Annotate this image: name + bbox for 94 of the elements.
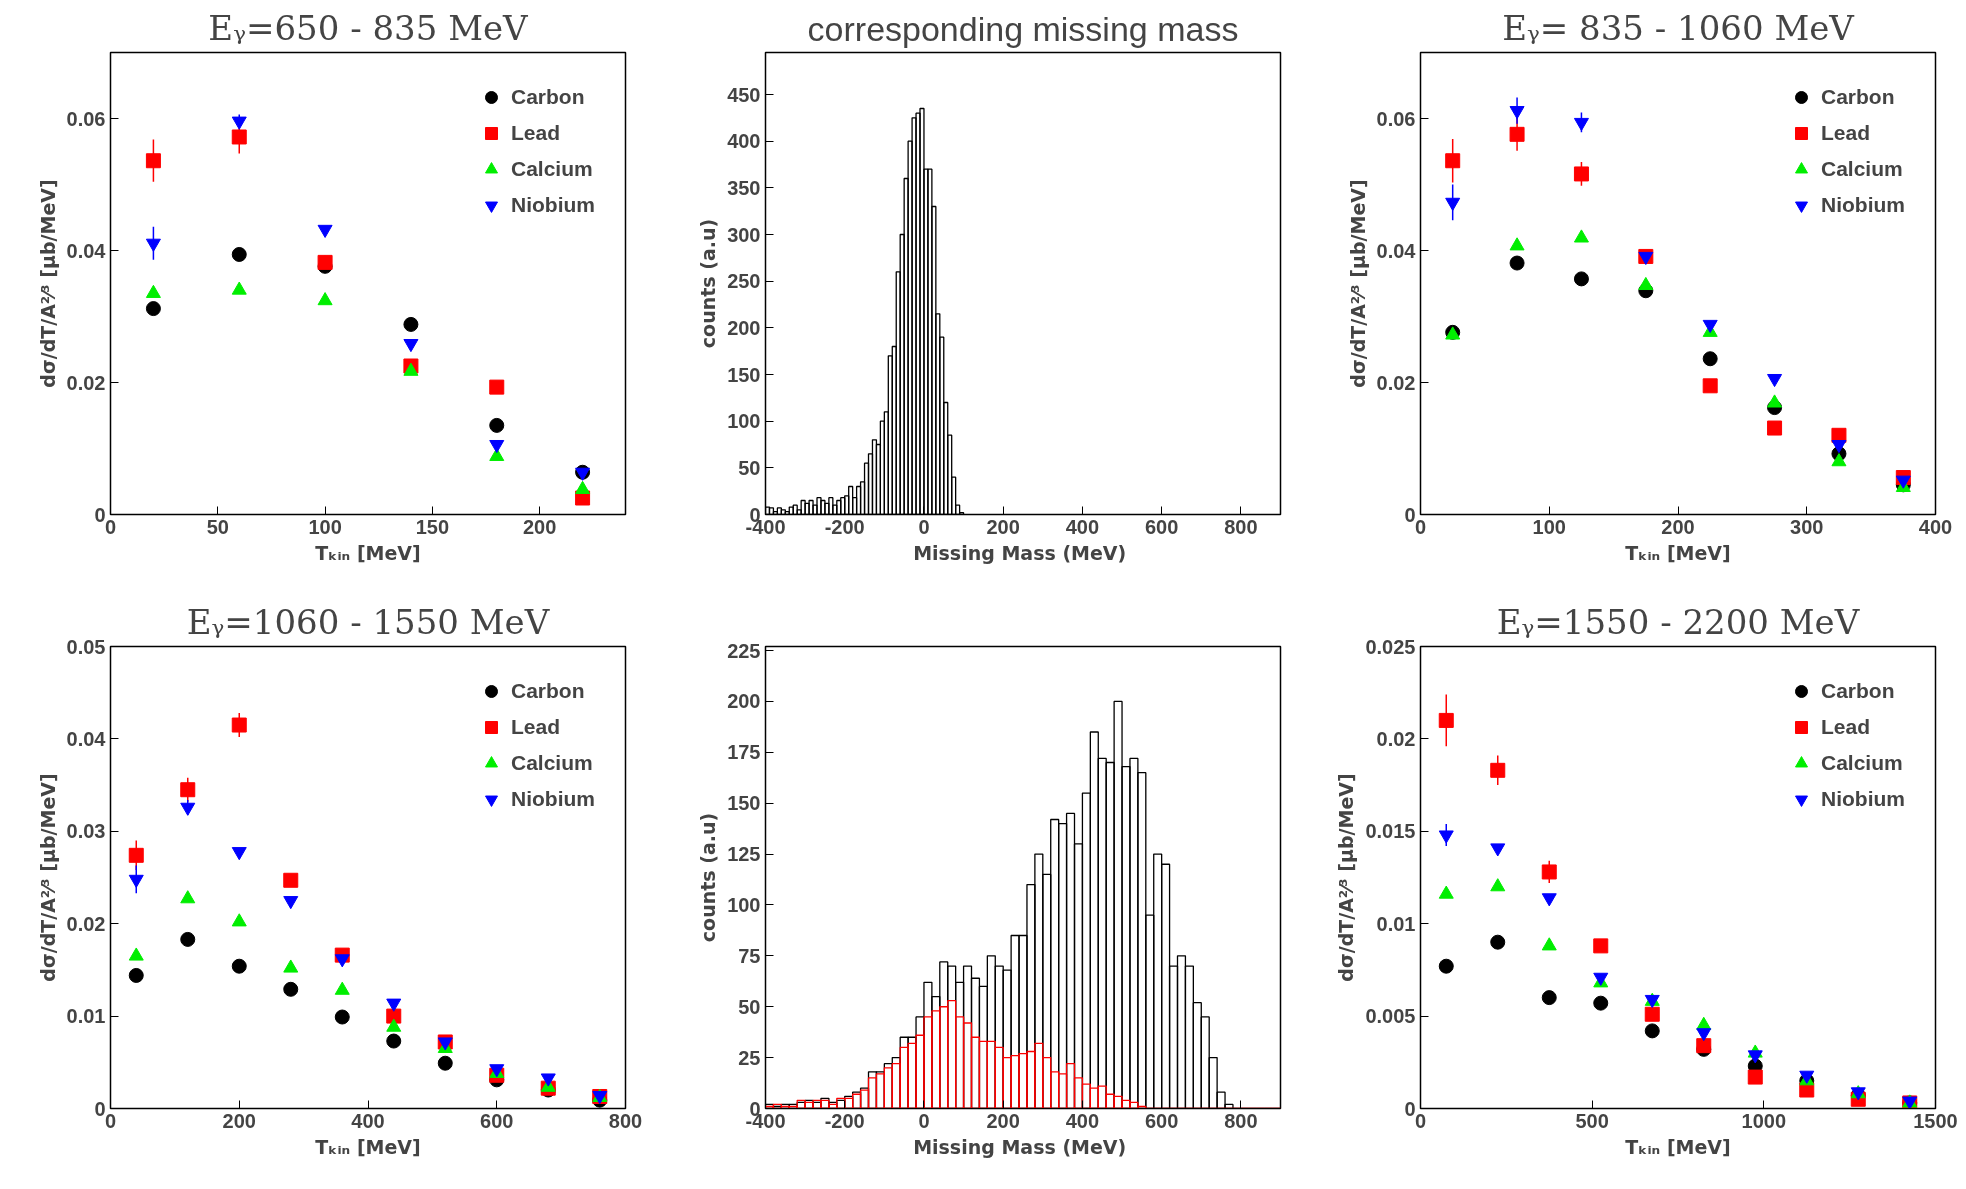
x-tick-label: 200: [1661, 515, 1695, 538]
y-tick-label: 0.025: [1365, 635, 1416, 658]
y-tick-label: 50: [738, 995, 761, 1018]
x-tick-label: 200: [986, 515, 1020, 538]
legend-label: Lead: [1821, 121, 1871, 145]
y-axis-title: dσ/dT/A²⁄³ [μb/MeV]: [36, 773, 59, 982]
y-tick-label: 0.02: [1376, 727, 1416, 750]
x-tick-label: 100: [1532, 515, 1566, 538]
y-tick-label: 75: [738, 944, 761, 967]
y-tick-label: 0.015: [1365, 820, 1416, 843]
legend-label: Lead: [511, 121, 561, 145]
y-tick-label: 0.06: [66, 107, 106, 130]
x-axis-title: Missing Mass (MeV): [913, 1135, 1127, 1158]
x-tick-label: 500: [1575, 1109, 1609, 1132]
y-axis-title: counts (a.u): [697, 812, 720, 943]
x-tick-label: 400: [1065, 515, 1100, 538]
x-tick-label: 800: [1224, 515, 1258, 538]
legend-label: Carbon: [1821, 85, 1895, 109]
legend-label: Carbon: [511, 679, 585, 703]
x-tick-label: 800: [608, 1109, 643, 1132]
chart-title: Eᵧ= 835 - 1060 MeV: [1502, 7, 1856, 48]
y-tick-label: 225: [727, 639, 761, 662]
y-tick-label: 100: [727, 893, 761, 916]
legend-label: Calcium: [1821, 751, 1903, 775]
x-axis-title: Tₖᵢₙ [MeV]: [1625, 1135, 1731, 1158]
y-tick-label: 0.005: [1365, 1005, 1416, 1028]
x-tick-label: 200: [222, 1109, 256, 1132]
chart-title: Eᵧ=1060 - 1550 MeV: [186, 601, 551, 642]
x-tick-label: 400: [1065, 1109, 1100, 1132]
x-axis-title: Tₖᵢₙ [MeV]: [315, 1135, 421, 1158]
y-tick-label: 150: [727, 363, 761, 386]
y-tick-label: 0.04: [1376, 239, 1417, 262]
x-tick-label: 1500: [1913, 1109, 1958, 1132]
x-tick-label: 0: [918, 515, 930, 538]
x-tick-label: 150: [415, 515, 450, 538]
x-tick-label: 400: [1918, 515, 1953, 538]
y-tick-label: 0.02: [66, 912, 106, 935]
y-tick-label: 25: [738, 1046, 761, 1069]
y-tick-label: 300: [727, 223, 761, 246]
y-tick-label: 250: [727, 270, 761, 293]
y-tick-label: 100: [727, 410, 761, 433]
chart-title: corresponding missing mass: [807, 9, 1239, 48]
x-axis-title: Tₖᵢₙ [MeV]: [1625, 541, 1731, 564]
legend-label: Lead: [1821, 715, 1871, 739]
x-tick-label: 200: [986, 1109, 1020, 1132]
y-tick-label: 0.02: [66, 371, 106, 394]
x-tick-label: 400: [351, 1109, 385, 1132]
y-tick-label: 200: [727, 316, 761, 339]
legend-label: Calcium: [1821, 157, 1903, 181]
x-tick-label: 0: [918, 1109, 930, 1132]
y-tick-label: 50: [738, 456, 761, 479]
x-tick-label: 600: [1144, 515, 1179, 538]
y-tick-label: 175: [727, 741, 761, 764]
legend-label: Lead: [511, 715, 561, 739]
y-tick-label: 200: [727, 690, 761, 713]
x-tick-label: -200: [824, 515, 865, 538]
x-tick-label: 200: [522, 515, 557, 538]
x-tick-label: 600: [480, 1109, 514, 1132]
x-tick-label: 50: [206, 515, 229, 538]
chart-title: Eᵧ=650 - 835 MeV: [208, 7, 530, 48]
x-tick-label: 600: [1144, 1109, 1179, 1132]
y-tick-label: 125: [727, 843, 761, 866]
x-tick-label: 1000: [1741, 1109, 1787, 1132]
y-tick-label: 0.02: [1376, 371, 1416, 394]
y-axis-title: counts (a.u): [697, 218, 720, 349]
y-tick-label: 0.04: [66, 727, 107, 750]
x-tick-label: -200: [824, 1109, 865, 1132]
legend-label: Calcium: [511, 157, 593, 181]
y-tick-label: 0.03: [66, 820, 106, 843]
x-tick-label: 100: [308, 515, 342, 538]
x-axis-title: Missing Mass (MeV): [913, 541, 1127, 564]
legend-label: Niobium: [1821, 787, 1905, 811]
y-tick-label: 400: [727, 130, 761, 153]
legend-label: Calcium: [511, 751, 593, 775]
chart-title: Eᵧ=1550 - 2200 MeV: [1496, 601, 1861, 642]
y-tick-label: 150: [727, 792, 761, 815]
legend-label: Niobium: [511, 787, 595, 811]
legend-label: Carbon: [1821, 679, 1895, 703]
x-axis-title: Tₖᵢₙ [MeV]: [315, 541, 421, 564]
y-axis-title: dσ/dT/A²⁄³ [μb/MeV]: [1335, 773, 1358, 982]
y-tick-label: 0.05: [66, 635, 106, 658]
y-tick-label: 450: [727, 83, 761, 106]
y-tick-label: 350: [727, 176, 761, 199]
legend-label: Niobium: [1821, 193, 1905, 217]
x-tick-label: 800: [1224, 1109, 1258, 1132]
y-tick-label: 0.06: [1376, 107, 1416, 130]
y-axis-title: dσ/dT/A²⁄³ [μb/MeV]: [1346, 179, 1369, 388]
y-axis-title: dσ/dT/A²⁄³ [μb/MeV]: [36, 179, 59, 388]
y-tick-label: 0.01: [66, 1005, 106, 1028]
legend-label: Carbon: [511, 85, 585, 109]
y-tick-label: 0.01: [1376, 912, 1416, 935]
x-tick-label: 300: [1790, 515, 1824, 538]
y-tick-label: 0.04: [66, 239, 107, 262]
legend-label: Niobium: [511, 193, 595, 217]
